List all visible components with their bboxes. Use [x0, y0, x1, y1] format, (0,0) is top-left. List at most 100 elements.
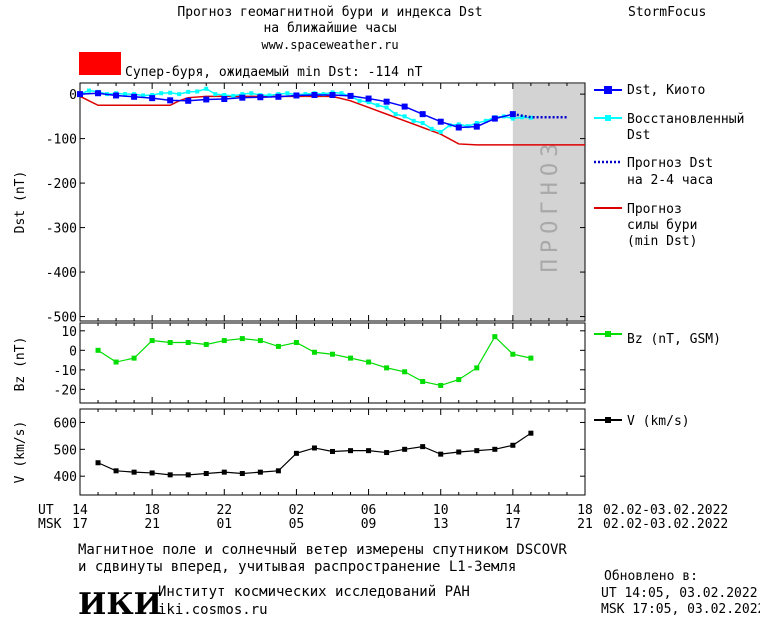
dst-restored-point [357, 98, 362, 103]
footer-note-2: и сдвинуты вперед, учитывая распростране… [78, 559, 516, 575]
bz-ytick-label: -20 [54, 383, 77, 398]
dst-kyoto-point [293, 92, 300, 99]
v-point [348, 448, 354, 454]
bz-ytick-label: 0 [69, 344, 77, 359]
legend-storm-forecast-3: (min Dst) [627, 234, 697, 249]
ticks-layer: 0-100-200-300-400-500100-10-206005004001… [46, 83, 593, 532]
ut-tick-label: 22 [216, 503, 232, 518]
v-ytick-label: 500 [54, 443, 77, 458]
bz-point [402, 369, 408, 375]
dst-ytick-label: -400 [46, 266, 77, 281]
bz-point [366, 359, 372, 365]
msk-tick-label: 17 [505, 517, 521, 532]
dst-kyoto-point [275, 93, 282, 100]
dst-kyoto-point [77, 91, 83, 98]
bz-point [95, 347, 101, 353]
v-point [528, 430, 534, 436]
v-point [221, 469, 227, 475]
dst-kyoto-point [473, 123, 480, 130]
v-point [311, 445, 317, 451]
dst-restored-point [393, 112, 398, 117]
msk-range: 02.02-03.02.2022 [603, 517, 728, 532]
dst-restored-point [168, 90, 173, 95]
legend-v: V (km/s) [627, 414, 690, 429]
dst-kyoto-point [401, 103, 408, 110]
legend-v-marker [605, 417, 611, 423]
dst-restored-point [411, 118, 416, 123]
ut-tick-label: 18 [577, 503, 593, 518]
dst-restored-point [222, 93, 227, 98]
v-point [402, 446, 408, 452]
dst-restored-point [366, 100, 371, 105]
bz-point [185, 340, 191, 346]
dst-axis-title: Dst (nT) [13, 171, 28, 234]
dst-kyoto-point [167, 97, 174, 104]
institute-url[interactable]: iki.cosmos.ru [158, 602, 268, 618]
msk-tick-label: 21 [144, 517, 160, 532]
dst-restored-point [339, 91, 344, 96]
storm-label: Супер-буря, ожидаемый min Dst: -114 nT [125, 65, 423, 80]
dst-restored-point [123, 92, 128, 97]
v-point [113, 468, 119, 474]
dst-kyoto-point [239, 94, 246, 101]
dst-kyoto-point [149, 95, 156, 102]
dst-restored-point [519, 115, 524, 120]
dst-restored-point [195, 89, 200, 94]
dst-restored-point [465, 124, 470, 129]
msk-label: MSK [38, 517, 62, 532]
forecast-band [512, 84, 585, 320]
dst-restored-point [321, 92, 326, 97]
dst-restored-point [231, 93, 236, 98]
bz-point [113, 359, 119, 365]
dst-kyoto-point [203, 96, 210, 103]
page-title: Прогноз геомагнитной бури и индекса Dst [177, 5, 482, 20]
bz-ytick-label: -10 [54, 364, 77, 379]
dst-restored-point [240, 92, 245, 97]
v-point [492, 446, 498, 452]
legend-dst-restored-marker [605, 115, 611, 121]
msk-tick-label: 21 [577, 517, 593, 532]
updated-label: Обновлено в: [604, 569, 698, 584]
dst-kyoto-point [95, 90, 102, 97]
series-layer [77, 86, 585, 478]
v-point [149, 470, 155, 476]
dst-restored-point [483, 118, 488, 123]
ut-tick-label: 14 [505, 503, 521, 518]
dst-restored-point [159, 91, 164, 96]
v-ytick-label: 600 [54, 416, 77, 431]
msk-tick-label: 09 [361, 517, 377, 532]
legend: Dst, Киото Восстановленный Dst Прогноз D… [594, 83, 744, 429]
dst-kyoto-point [419, 111, 426, 118]
ut-range: 02.02-03.02.2022 [603, 503, 728, 518]
msk-tick-label: 01 [216, 517, 232, 532]
dst-ytick-label: -300 [46, 222, 77, 237]
dst-restored-point [285, 91, 290, 96]
msk-tick-label: 17 [72, 517, 88, 532]
dst-kyoto-point [383, 98, 390, 105]
bz-point [492, 334, 498, 340]
bz-point [293, 340, 299, 346]
bz-point [203, 341, 209, 347]
dst-kyoto-point [311, 92, 318, 99]
site-url[interactable]: www.spaceweather.ru [261, 38, 398, 52]
legend-storm-forecast-1: Прогноз [627, 202, 682, 217]
bz-ytick-label: 10 [61, 325, 77, 340]
v-point [420, 444, 426, 450]
v-line [97, 432, 532, 476]
iki-logo: ИКИ [78, 587, 162, 620]
dst-kyoto-point [491, 115, 498, 122]
dst-kyoto-point [113, 92, 120, 99]
bz-line [97, 335, 532, 387]
forecast-band-text: ПРОГНОЗ [538, 138, 563, 273]
dst-ytick-label: -100 [46, 133, 77, 148]
storm-level-box [79, 52, 121, 75]
storm-forecast-line [79, 95, 585, 146]
dst-restored-point [303, 92, 308, 97]
dst-restored-point [213, 92, 218, 97]
dst-kyoto-point [437, 118, 444, 125]
dst-restored-point [420, 121, 425, 126]
v-point [203, 471, 209, 476]
dst-kyoto-point [257, 94, 264, 101]
page-subtitle: на ближайшие часы [263, 21, 396, 36]
